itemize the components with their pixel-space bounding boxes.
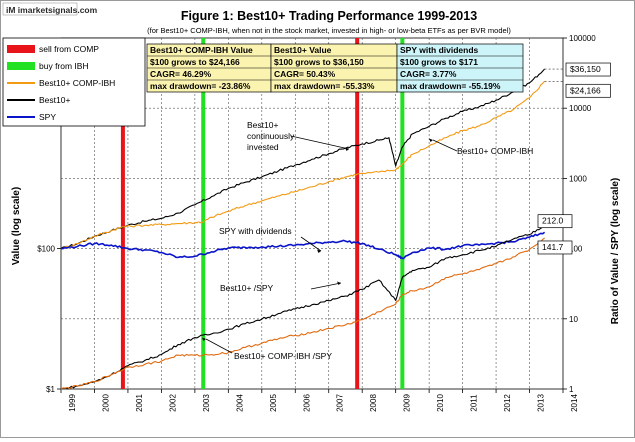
series-line-spy: [61, 231, 546, 260]
x-tick-label: 2009: [403, 394, 412, 412]
end-label-best10-box: [565, 62, 611, 77]
y-axis-label-right: Ratio of Value / SPY (log scale): [610, 178, 621, 325]
y-tick-label-left: $100: [37, 245, 55, 254]
annotation-comp: Best10+ COMP-IBH: [429, 138, 533, 156]
x-tick-label: 2014: [570, 394, 579, 412]
trade-marker-sell: [120, 38, 125, 389]
annotation-spy: SPY with dividends: [219, 226, 322, 253]
x-tick-label: 2001: [135, 394, 144, 412]
end-label-ratio-comp: 141.7: [537, 240, 573, 255]
x-tick-label: 2003: [202, 394, 211, 412]
end-label-best10-text: $36,150: [570, 64, 601, 74]
trade-marker-buy: [400, 38, 405, 389]
annotation-ratio-comp-arrow: [205, 338, 233, 354]
x-tick-label: 2012: [503, 394, 512, 412]
annotation-ratio-comp-text: Best10+ COMP-IBH /SPY: [234, 351, 332, 361]
series-line-best10-: [60, 68, 546, 250]
x-tick-label: 2002: [168, 394, 177, 412]
stats-cell: max drawdown= -55.33%: [274, 81, 375, 91]
legend-swatch: [7, 45, 35, 53]
annotation-ratio-comp: Best10+ COMP-IBH /SPY: [202, 337, 332, 361]
watermark: iM imarketsignals.com: [2, 2, 98, 16]
y-tick-label-right: 1: [569, 385, 574, 394]
end-label-ratio-comp-box: [537, 240, 573, 255]
y-axis-label-left: Value (log scale): [11, 187, 22, 265]
annotation-spy-arrowhead: [317, 249, 321, 253]
stats-cell: CAGR= 3.77%: [400, 69, 457, 79]
series-line-best10-spy: [60, 225, 545, 390]
annotation-comp-text: Best10+ COMP-IBH: [457, 146, 533, 156]
end-label-comp: $24,166: [565, 83, 611, 98]
end-label-ratio-comp-text: 141.7: [542, 242, 564, 252]
annotation-comp-arrowhead: [429, 138, 433, 142]
stats-cell: max drawdown= -23.86%: [150, 81, 251, 91]
annotation-best10-text: invested: [247, 142, 279, 152]
end-label-ratio-best10: 212.0: [537, 214, 573, 229]
stats-cell: CAGR= 50.43%: [274, 69, 336, 79]
x-tick-label: 1999: [68, 394, 77, 412]
x-tick-label: 2010: [436, 394, 445, 412]
chart-title: Figure 1: Best10+ Trading Performance 19…: [181, 9, 477, 23]
end-label-ratio-best10-box: [537, 214, 573, 229]
legend-label: buy from IBH: [39, 61, 89, 71]
annotation-ratio-best10-text: Best10+ /SPY: [220, 283, 273, 293]
annotation-best10-text: continuously: [247, 131, 295, 141]
trade-marker-sell: [355, 38, 360, 389]
y-tick-label-right: 10000: [569, 104, 592, 113]
y-tick-label-left: $1: [46, 385, 55, 394]
stats-cell: max drawdown= -55.19%: [400, 81, 501, 91]
annotation-spy-text: SPY with dividends: [219, 226, 292, 236]
annotation-ratio-comp-arrowhead: [202, 337, 206, 341]
stats-cell: $100 grows to $24,166: [150, 57, 240, 67]
end-label-comp-box: [565, 83, 611, 98]
annotation-ratio-best10-arrowhead: [337, 281, 341, 285]
x-tick-label: 2007: [336, 394, 345, 412]
series-line-best10-comp-ibh: [60, 80, 545, 250]
end-label-best10: $36,150: [565, 62, 611, 77]
y-tick-label-right: 1000: [569, 174, 587, 183]
stats-cell: $100 grows to $171: [400, 57, 478, 67]
legend-label: Best10+ COMP-IBH: [39, 78, 115, 88]
legend: sell from COMP buy from IBH Best10+ COMP-I…: [2, 37, 146, 127]
legend-swatch: [7, 62, 35, 70]
x-tick-label: 2004: [235, 394, 244, 412]
annotation-ratio-best10-arrow: [310, 282, 342, 290]
x-tick-label: 2008: [369, 394, 378, 412]
chart-subtitle: (for Best10+ COMP-IBH, when not in the s…: [147, 26, 511, 35]
annotation-best10-arrow: [290, 135, 350, 150]
x-tick-label: 2005: [269, 394, 278, 412]
y-tick-label-right: 100000: [569, 34, 596, 43]
annotation-best10-text: Best10+: [247, 120, 278, 130]
x-tick-label: 2006: [302, 394, 311, 412]
trade-marker-buy: [201, 38, 206, 389]
x-tick-label: 2013: [537, 394, 546, 412]
y-tick-label-right: 100: [569, 245, 583, 254]
end-label-comp-text: $24,166: [570, 85, 601, 95]
annotation-ratio-best10: Best10+ /SPY: [220, 281, 342, 293]
legend-label: Best10+: [39, 95, 70, 105]
stats-header: SPY with dividends: [400, 45, 479, 55]
x-tick-label: 2000: [101, 394, 110, 412]
stats-cell: $100 grows to $36,150: [274, 57, 364, 67]
stats-table: Best10+ COMP-IBH Value $100 grows to $24,…: [146, 43, 524, 93]
series-line-best10-comp-ibh-spy: [60, 237, 545, 390]
annotation-spy-arrow: [300, 236, 322, 252]
end-label-ratio-best10-text: 212.0: [542, 216, 564, 226]
annotation-comp-arrow: [432, 139, 458, 152]
legend-label: SPY: [39, 112, 56, 122]
annotation-best10-arrowhead: [345, 147, 349, 151]
stats-header: Best10+ COMP-IBH Value: [150, 45, 253, 55]
y-tick-label-right: 10: [569, 315, 578, 324]
x-tick-label: 2011: [470, 394, 479, 412]
stats-cell: CAGR= 46.29%: [150, 69, 212, 79]
watermark-text: iM imarketsignals.com: [6, 5, 98, 15]
stats-header: Best10+ Value: [274, 45, 332, 55]
legend-label: sell from COMP: [39, 44, 99, 54]
